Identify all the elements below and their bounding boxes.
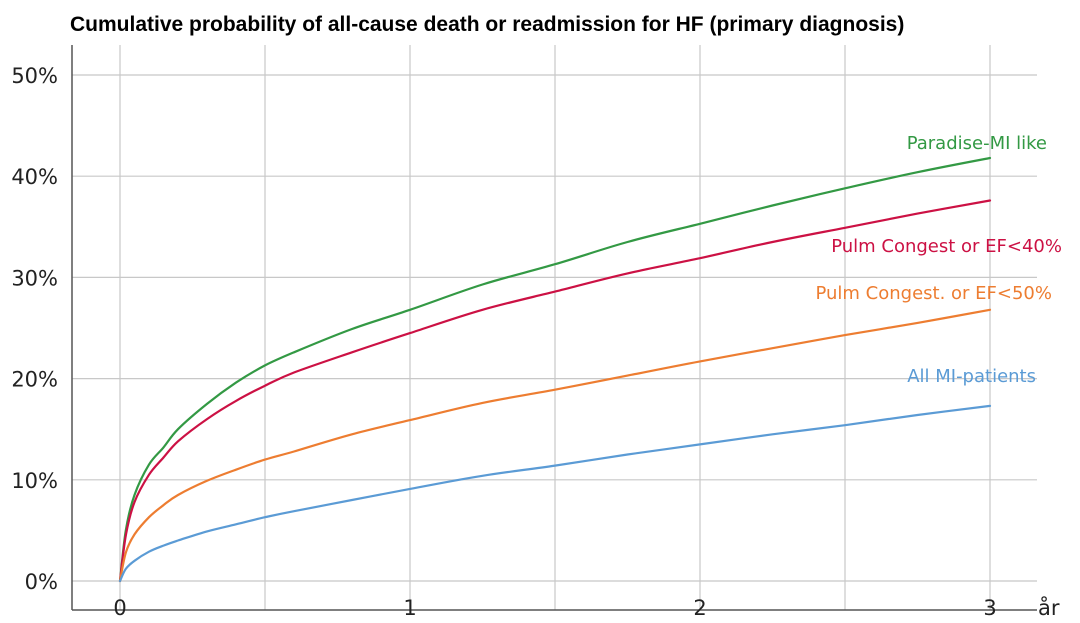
series-label-pulm-congest-or-ef-40: Pulm Congest or EF<40% [831, 236, 1062, 257]
chart-title: Cumulative probability of all-cause deat… [70, 13, 904, 36]
grid [72, 45, 1037, 610]
y-tick-label-1: 10% [11, 469, 58, 493]
x-tick-label-1: 1 [403, 596, 416, 620]
tick-labels: 0% 10% 20% 30% 40% 50% 0 1 2 3 [11, 64, 996, 620]
axes [71, 45, 1037, 611]
series-line-pulm-congest-or-ef-50 [118, 308, 992, 583]
x-tick-label-3: 3 [983, 596, 996, 620]
series-label-all-mi-patients: All MI-patients [907, 366, 1036, 387]
y-tick-label-3: 30% [11, 266, 58, 290]
series-lines [118, 156, 992, 583]
x-tick-label-2: 2 [693, 596, 706, 620]
y-tick-label-5: 50% [11, 64, 58, 88]
x-tick-label-0: 0 [113, 596, 126, 620]
x-axis-label: år [1038, 595, 1060, 620]
series-line-paradise-mi-like [118, 156, 992, 583]
y-tick-label-4: 40% [11, 165, 58, 189]
y-tick-label-0: 0% [25, 570, 58, 594]
series-label-pulm-congest-or-ef-50: Pulm Congest. or EF<50% [815, 283, 1052, 304]
series-line-pulm-congest-or-ef-40 [118, 199, 992, 583]
series-labels: Paradise-MI like Pulm Congest or EF<40% Pu… [815, 133, 1062, 387]
y-tick-label-2: 20% [11, 368, 58, 392]
series-line-all-mi-patients [118, 404, 992, 583]
series-label-paradise-mi-like: Paradise-MI like [907, 133, 1047, 154]
